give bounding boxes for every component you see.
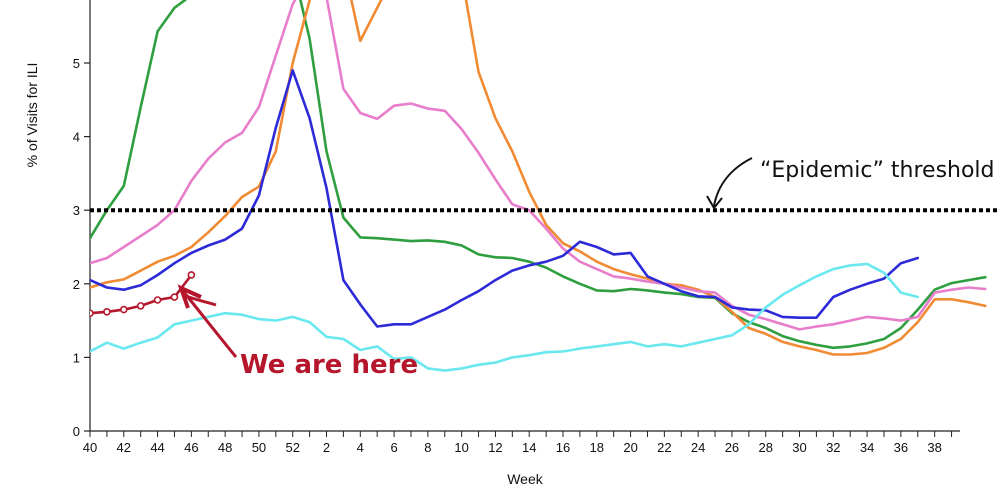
x-tick-label: 44 (150, 440, 164, 455)
x-tick-label: 48 (218, 440, 232, 455)
x-tick-label: 12 (488, 440, 502, 455)
x-tick-label: 40 (83, 440, 97, 455)
threshold-arrowhead (706, 195, 723, 210)
x-tick-label: 50 (252, 440, 266, 455)
x-tick-label: 46 (184, 440, 198, 455)
x-tick-label: 6 (390, 440, 397, 455)
x-tick-label: 32 (826, 440, 840, 455)
y-tick-label: 2 (73, 277, 80, 292)
here-arrow (181, 290, 238, 358)
threshold-arrow (713, 157, 753, 207)
y-axis-title: % of Visits for ILI (24, 63, 40, 168)
x-axis-title: Week (507, 471, 544, 487)
threshold-group: “Epidemic” threshold (90, 157, 1000, 213)
x-tick-label: 28 (758, 440, 772, 455)
x-tick-label: 30 (792, 440, 806, 455)
x-tick-label: 26 (725, 440, 739, 455)
y-tick-label: 1 (73, 350, 80, 365)
x-tick-label: 18 (590, 440, 604, 455)
x-tick-label: 24 (691, 440, 705, 455)
series-point (136, 302, 145, 310)
x-tick-label: 36 (894, 440, 908, 455)
x-tick-label: 4 (357, 440, 364, 455)
x-tick-label: 42 (117, 440, 131, 455)
here-arrowhead (177, 284, 202, 309)
series-point (153, 296, 162, 304)
series-point (119, 305, 128, 314)
series-line-3 (90, 0, 987, 331)
series-line-4 (90, 69, 920, 328)
threshold-label: “Epidemic” threshold (760, 158, 995, 183)
series-line-2 (90, 0, 987, 356)
x-tick-label: 14 (522, 440, 536, 455)
here-label: We are here (240, 350, 418, 380)
x-tick-label: 2 (323, 440, 330, 455)
x-tick-label: 38 (927, 440, 941, 455)
here-annotation: We are here (177, 284, 418, 380)
x-tick-label: 8 (424, 440, 431, 455)
x-tick-label: 20 (623, 440, 637, 455)
x-tick-label: 10 (454, 440, 468, 455)
y-tick-label: 4 (73, 130, 80, 145)
series-group (90, 0, 987, 372)
x-tick-label: 34 (860, 440, 874, 455)
series-point (90, 309, 94, 318)
here-arrow-stroke (185, 294, 217, 307)
series-point (187, 271, 196, 279)
series-point (170, 293, 179, 301)
x-tick-label: 52 (285, 440, 299, 455)
x-tick-label: 16 (556, 440, 570, 455)
y-tick-label: 0 (73, 424, 80, 439)
series-line-5 (90, 262, 920, 372)
y-tick-label: 3 (73, 203, 80, 218)
x-tick-label: 22 (657, 440, 671, 455)
series-point (103, 307, 111, 316)
y-tick-label: 5 (73, 56, 80, 71)
